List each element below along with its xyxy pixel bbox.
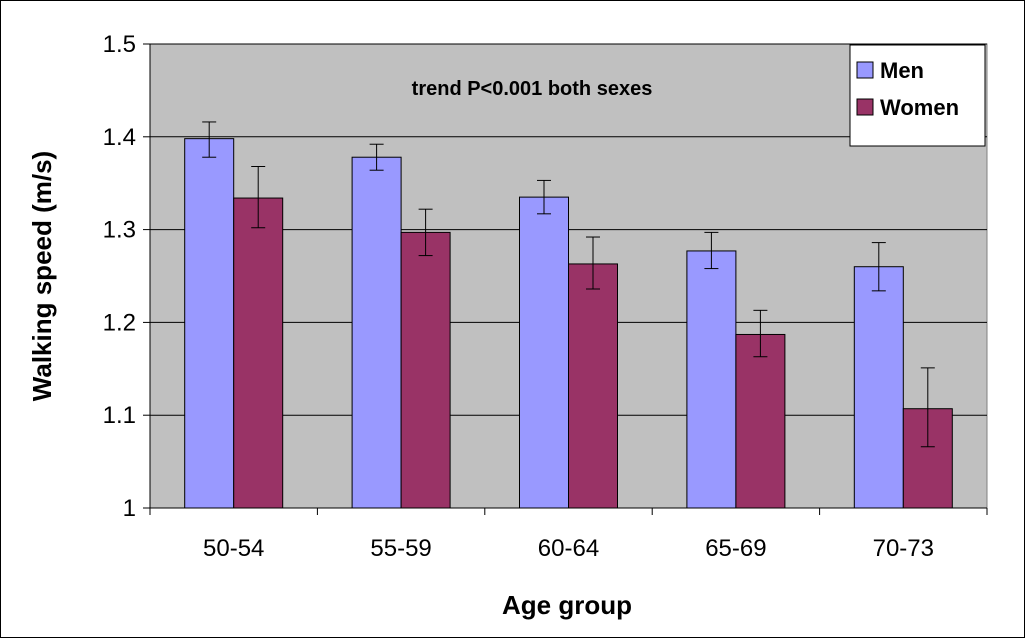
y-tick-labels: 1 1.1 1.2 1.3 1.4 1.5 bbox=[103, 31, 136, 522]
bar-men-65-69 bbox=[686, 250, 737, 509]
x-tick-label: 50-54 bbox=[203, 535, 264, 562]
x-tick-labels: 50-54 55-59 60-64 65-69 70-73 bbox=[203, 535, 934, 562]
x-tick-label: 65-69 bbox=[705, 535, 766, 562]
y-tick-label: 1.1 bbox=[103, 402, 136, 429]
bar-women-65-69 bbox=[735, 333, 786, 509]
legend: Men Women bbox=[849, 44, 986, 147]
bar-women-50-54 bbox=[233, 197, 284, 509]
legend-label-men: Men bbox=[880, 58, 924, 83]
x-axis-title: Age group bbox=[502, 590, 632, 620]
bar-men-50-54 bbox=[184, 138, 235, 509]
y-tick-label: 1.5 bbox=[103, 31, 136, 58]
bar-men-60-64 bbox=[519, 196, 569, 509]
bar-men-70-73 bbox=[853, 266, 904, 509]
y-tick-label: 1.4 bbox=[103, 124, 136, 151]
bar-men-55-59 bbox=[351, 156, 402, 509]
axes bbox=[143, 43, 988, 515]
x-tick-label: 70-73 bbox=[873, 535, 934, 562]
legend-swatch-women bbox=[856, 98, 874, 116]
trend-annotation: trend P<0.001 both sexes bbox=[412, 78, 653, 100]
bar-women-55-59 bbox=[400, 231, 451, 509]
y-tick-label: 1.2 bbox=[103, 309, 136, 336]
x-tick-label: 55-59 bbox=[370, 535, 431, 562]
x-tick-label: 60-64 bbox=[538, 535, 599, 562]
legend-swatch-men bbox=[856, 61, 874, 79]
y-tick-label: 1.3 bbox=[103, 217, 136, 244]
y-tick-label: 1 bbox=[123, 495, 136, 522]
error-bars bbox=[202, 121, 935, 448]
y-axis-title: Walking speed (m/s) bbox=[27, 151, 57, 401]
legend-label-women: Women bbox=[880, 95, 959, 120]
bar-women-60-64 bbox=[568, 263, 618, 509]
bars bbox=[184, 138, 953, 509]
